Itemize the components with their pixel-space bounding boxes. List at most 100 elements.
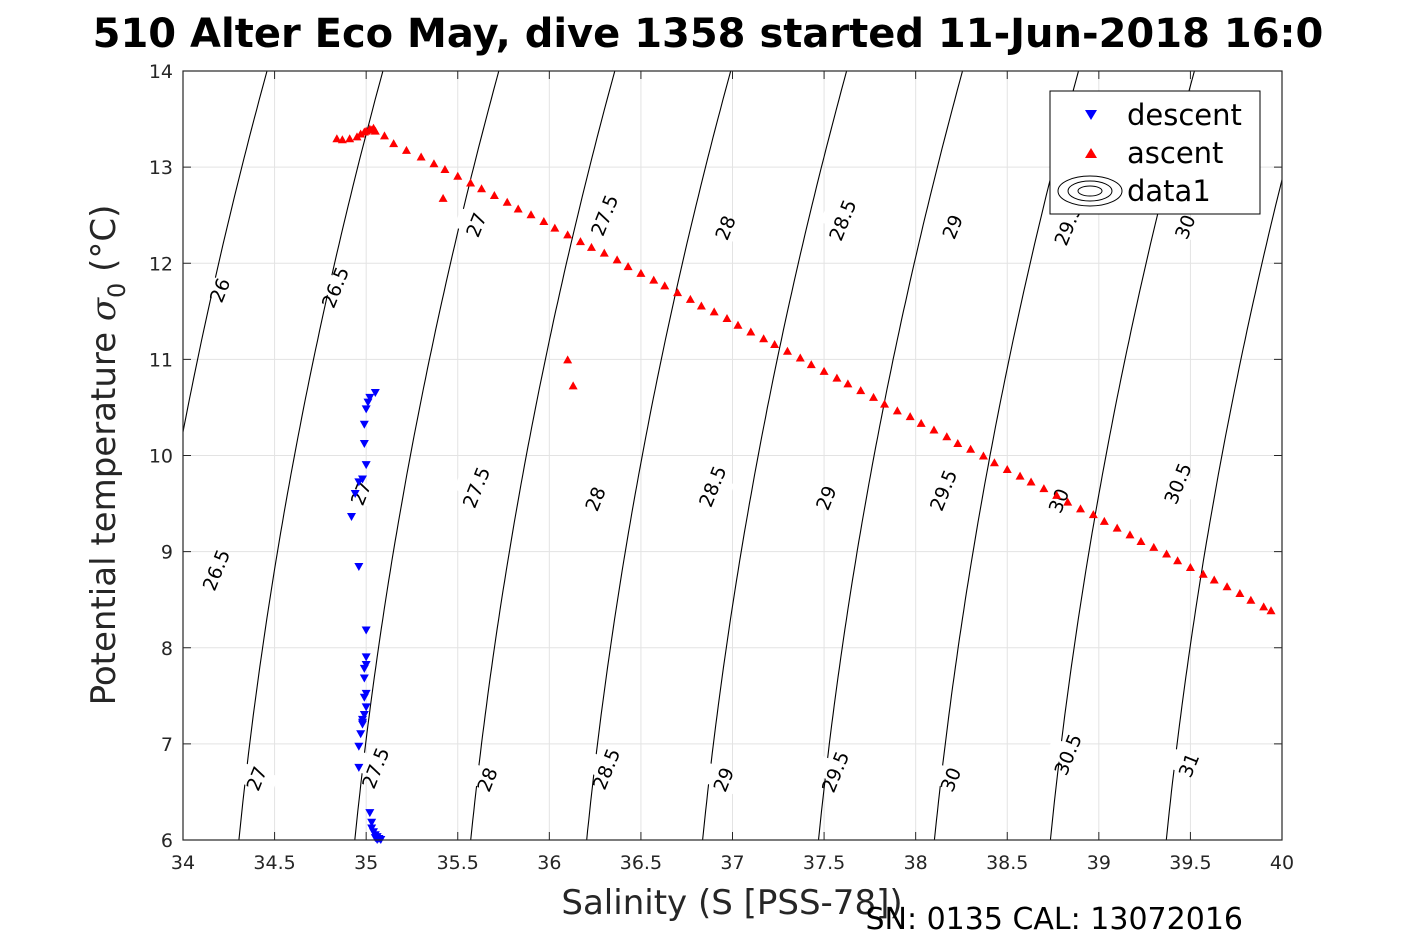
- contour-label-bg: [702, 210, 748, 245]
- ascent-point: [880, 399, 890, 408]
- descent-point: [359, 711, 369, 720]
- isopycnal-28.5: [586, 71, 732, 840]
- ascent-point: [1209, 575, 1219, 584]
- contour-label-bg: [690, 469, 735, 504]
- contour-label-bg: [453, 470, 499, 504]
- ascent-point: [1198, 569, 1208, 578]
- descent-point: [358, 718, 368, 727]
- serial-calibration-footer: SN: 0135 CAL: 13072016: [865, 902, 1243, 937]
- ascent-point: [489, 191, 499, 200]
- isopycnal-26.5: [183, 71, 268, 436]
- contour-label-bg: [581, 198, 627, 232]
- ascent-point: [905, 412, 915, 421]
- ascent-point: [612, 255, 622, 264]
- contour-label-bg: [1162, 209, 1208, 244]
- descent-point: [367, 818, 377, 827]
- descent-point: [356, 730, 366, 739]
- y-tick-label: 13: [149, 157, 173, 179]
- x-tick-label: 36.5: [620, 852, 662, 874]
- ascent-point: [660, 281, 670, 290]
- ascent-point: [438, 193, 448, 202]
- legend: descent ascent data1: [1049, 90, 1261, 215]
- ascent-point: [782, 346, 792, 355]
- x-tick-label: 40: [1270, 852, 1294, 874]
- ascent-point: [337, 135, 347, 144]
- descent-point: [365, 393, 375, 402]
- descent-point: [350, 489, 360, 498]
- ascent-point: [819, 366, 829, 375]
- y-axis-label-unit: (°C): [84, 205, 124, 283]
- ascent-point: [599, 248, 609, 257]
- contour-label-bg: [920, 473, 966, 507]
- ascent-point: [416, 152, 426, 161]
- y-axis-label-subscript: 0: [103, 283, 131, 298]
- legend-ascent-marker: [1085, 148, 1097, 158]
- y-tick-label: 12: [149, 253, 173, 275]
- ascent-point: [586, 242, 596, 251]
- y-axis-label-text: Potential temperature: [84, 321, 124, 705]
- contour-label-bg: [572, 481, 618, 516]
- ascent-point: [1015, 471, 1025, 480]
- ascent-point: [466, 178, 476, 187]
- ascent-point: [1125, 530, 1135, 539]
- ascent-point: [832, 373, 842, 382]
- ascent-point: [795, 353, 805, 362]
- ascent-point: [440, 165, 450, 174]
- ascent-point: [843, 379, 853, 388]
- ascent-point: [722, 314, 732, 323]
- descent-point: [370, 389, 380, 398]
- ascent-point: [966, 444, 976, 453]
- descent-point: [359, 439, 369, 448]
- ascent-point: [345, 134, 355, 143]
- y-axis-label: Potential temperature σ0 (°C): [84, 205, 131, 706]
- descent-point: [354, 563, 364, 572]
- isopycnal-29.5: [817, 71, 964, 840]
- descent-series: [347, 389, 386, 844]
- contour-label-bg: [193, 553, 239, 587]
- descent-point: [359, 674, 369, 683]
- ascent-point: [1173, 556, 1183, 565]
- ascent-point: [539, 216, 549, 225]
- ascent-point: [526, 210, 536, 219]
- legend-data1-label: data1: [1127, 174, 1211, 208]
- ascent-point: [453, 171, 463, 180]
- contour-label-bg: [803, 481, 849, 515]
- contour-label-bg: [928, 762, 973, 797]
- x-tick-label: 37: [720, 852, 744, 874]
- y-axis-ticks: 6 7 8 9 10 11 12 13 14: [149, 61, 1282, 852]
- ascent-point: [379, 131, 389, 140]
- y-axis-label-symbol: σ: [84, 297, 124, 321]
- legend-box: [1049, 90, 1261, 215]
- contour-label-bg: [1166, 748, 1211, 782]
- contour-label-bg: [464, 762, 510, 797]
- isopycnal-27: [238, 71, 384, 840]
- x-tick-label: 39.5: [1169, 852, 1211, 874]
- x-tick-label: 35: [354, 852, 378, 874]
- isopycnal-28: [470, 71, 616, 840]
- contour-label-bg: [820, 203, 865, 237]
- descent-point: [361, 626, 371, 635]
- y-tick-label: 6: [161, 830, 173, 852]
- descent-point: [361, 461, 371, 470]
- ascent-point: [1149, 542, 1159, 551]
- ascent-point: [1063, 497, 1073, 506]
- x-tick-label: 39: [1087, 852, 1111, 874]
- ascent-point: [953, 439, 963, 448]
- ascent-point: [1099, 516, 1109, 525]
- ascent-point: [568, 381, 578, 390]
- y-tick-label: 7: [161, 734, 173, 756]
- ascent-point: [563, 355, 573, 364]
- ascent-point: [1088, 510, 1098, 519]
- ascent-point: [332, 134, 342, 143]
- contour-label-bg: [1155, 466, 1200, 501]
- ascent-point: [370, 126, 380, 135]
- y-tick-label: 9: [161, 542, 173, 564]
- ascent-point: [1002, 464, 1012, 473]
- ascent-point: [696, 301, 706, 310]
- ascent-point: [649, 275, 659, 284]
- ascent-point: [978, 451, 988, 460]
- ascent-point: [1259, 602, 1269, 611]
- x-tick-label: 38.5: [986, 852, 1028, 874]
- x-axis-label: Salinity (S [PSS-78]): [561, 883, 902, 923]
